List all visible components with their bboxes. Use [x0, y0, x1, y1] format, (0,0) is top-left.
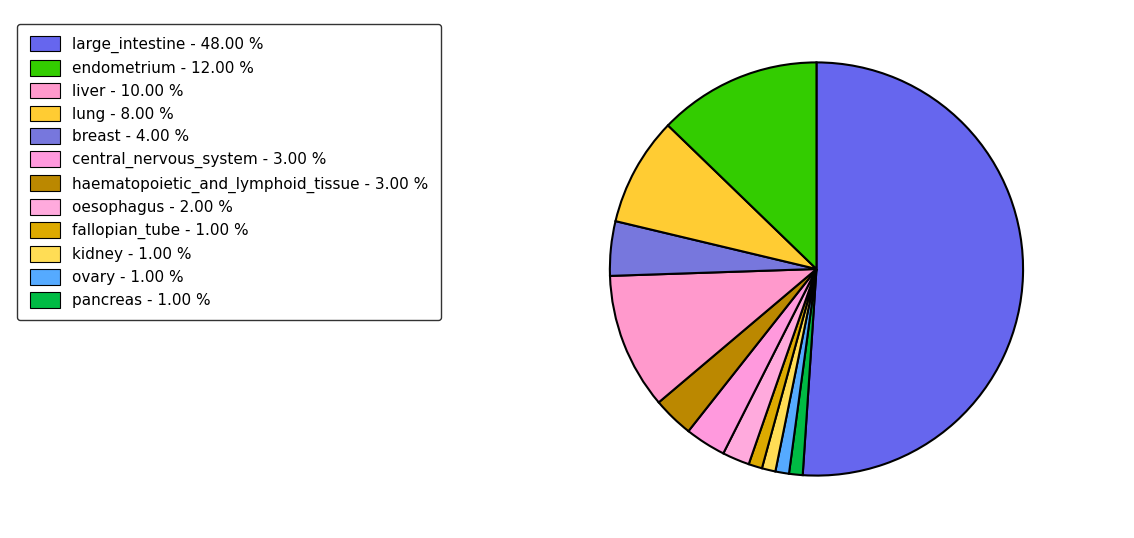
Legend: large_intestine - 48.00 %, endometrium - 12.00 %, liver - 10.00 %, lung - 8.00 %: large_intestine - 48.00 %, endometrium -… — [17, 24, 441, 320]
Wedge shape — [668, 62, 816, 269]
Wedge shape — [803, 62, 1023, 476]
Wedge shape — [776, 269, 816, 474]
Wedge shape — [688, 269, 816, 454]
Wedge shape — [610, 269, 816, 402]
Wedge shape — [659, 269, 816, 431]
Wedge shape — [789, 269, 816, 475]
Wedge shape — [616, 125, 816, 269]
Wedge shape — [723, 269, 816, 464]
Wedge shape — [762, 269, 816, 471]
Wedge shape — [748, 269, 816, 468]
Wedge shape — [610, 221, 816, 276]
